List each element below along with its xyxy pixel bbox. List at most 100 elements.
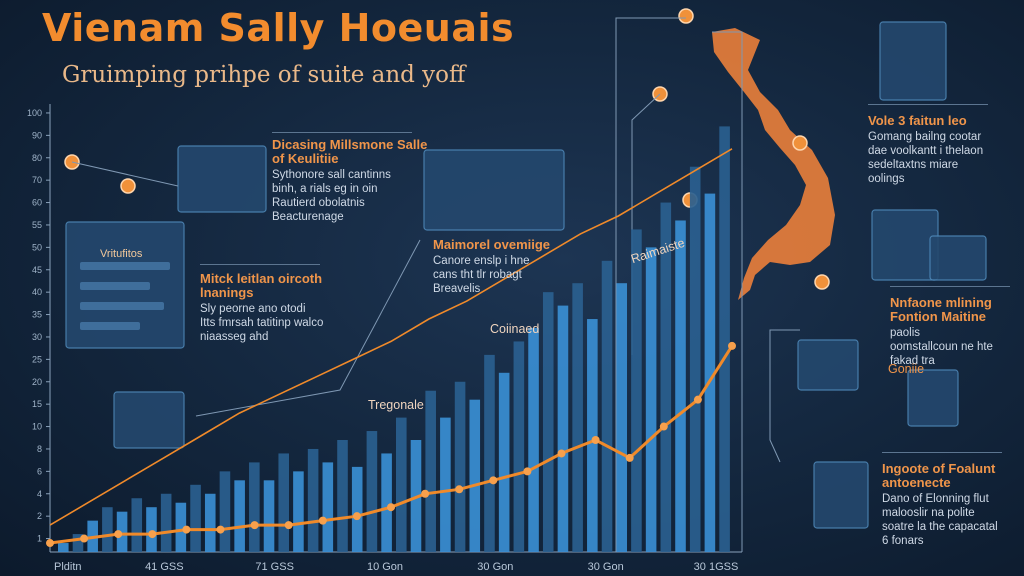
bar <box>131 498 143 552</box>
text-block-c-line: Sly peorne ano otodi <box>200 303 306 315</box>
text-block-d-line: dae voolkantt i thelaon <box>868 145 984 157</box>
text-block-d-line: Gomang bailng cootar <box>868 131 982 143</box>
text-block-b-line: Canore enslp i hne <box>433 255 530 267</box>
x-tick-label: 71 GSS <box>255 561 294 573</box>
text-block-f-heading: Ingoote of Foalunt antoenecte <box>882 461 996 490</box>
x-tick-label: Plditn <box>54 561 82 573</box>
illustration-panel <box>813 461 869 529</box>
y-tick-label: 100 <box>27 108 42 118</box>
bar <box>307 448 319 552</box>
x-tick-label: 30 1GSS <box>694 561 739 573</box>
y-tick-label: 10 <box>32 422 42 432</box>
x-tick-label: 10 Gon <box>367 561 403 573</box>
text-block-e: Nnfaone mlining Fontion Maitine paolis o… <box>890 296 1015 368</box>
y-tick-label: 80 <box>32 153 42 163</box>
connector-line <box>71 161 179 187</box>
text-block-f-line: malooslir na polite <box>882 507 975 519</box>
main-line-point <box>284 521 293 530</box>
text-block-a-heading: Dicasing Millsmone Salle of Keulitiie <box>272 137 428 166</box>
bar <box>234 480 245 552</box>
y-tick-label: 15 <box>32 399 42 409</box>
y-tick-label: 4 <box>37 489 42 499</box>
panel-label: Vritufitos <box>100 248 143 260</box>
bar <box>116 511 128 552</box>
text-block-c-line: Itts fmrsah tatitinp walco <box>200 317 324 329</box>
bar <box>175 502 187 552</box>
y-tick-label: 55 <box>32 220 42 230</box>
bar <box>704 193 716 552</box>
text-block-c-heading: Mitck leitlan oircoth lnanings <box>200 271 323 300</box>
illustration-panel <box>423 149 565 231</box>
main-line-point <box>421 489 430 498</box>
text-block-f: Ingoote of Foalunt antoenecte Dano of El… <box>882 462 1016 548</box>
panel-row <box>80 262 170 270</box>
text-block-a-line: Rautierd obolatnis <box>272 197 365 209</box>
text-block-a: Dicasing Millsmone Salle of Keulitiie Sy… <box>272 138 442 224</box>
bar <box>557 305 569 552</box>
main-line-point <box>216 525 225 534</box>
bar <box>440 417 451 552</box>
text-block-a-line: Sythonore sall cantinns <box>272 169 391 181</box>
text-block-b-line: cans tht tlr robagt <box>433 269 522 281</box>
main-line-point <box>659 422 668 431</box>
y-tick-label: 30 <box>32 332 42 342</box>
text-block-b: Maimorel ovemiige Canore enslp i hne can… <box>433 238 583 296</box>
bar <box>587 319 598 552</box>
y-tick-label: 6 <box>37 466 42 476</box>
y-tick-label: 2 <box>37 511 42 521</box>
main-line-point <box>523 467 532 476</box>
connector-line <box>712 31 743 552</box>
text-block-f-line: Dano of Elonning flut <box>882 493 989 505</box>
x-tick-label: 41 GSS <box>145 561 184 573</box>
main-line-point <box>625 453 634 462</box>
bar <box>454 381 466 552</box>
y-tick-label: 8 <box>37 444 42 454</box>
text-block-d-line: oolings <box>868 173 905 185</box>
text-block-b-line: Breavelis <box>433 283 481 295</box>
divider <box>868 104 988 105</box>
main-line-point <box>693 395 702 404</box>
node-marker <box>120 178 136 194</box>
illustration-panel <box>797 339 859 391</box>
vietnam-map <box>712 28 835 300</box>
main-line-point <box>182 525 191 534</box>
y-tick-label: 70 <box>32 175 42 185</box>
bar <box>631 229 642 552</box>
bar <box>396 417 407 552</box>
panel-row <box>80 322 140 330</box>
connector-line <box>195 239 421 417</box>
x-axis: Plditn 41 GSS 71 GSS 10 Gon 30 Gon 30 Gon 30 1… <box>54 561 738 573</box>
main-line-point <box>148 530 157 539</box>
panel-row <box>80 282 150 290</box>
bars-layer <box>58 126 730 553</box>
bar <box>689 166 701 552</box>
y-tick-label: 50 <box>32 242 42 252</box>
chart-title: Vienam Sally Hoeuais <box>42 6 515 50</box>
bar <box>498 372 510 552</box>
text-block-a-line: Beacturenage <box>272 211 344 223</box>
main-line-point <box>80 534 89 543</box>
main-line-point <box>352 512 361 521</box>
bar <box>351 466 363 552</box>
text-block-e-line: fakad tra <box>890 355 935 367</box>
bar <box>160 493 172 552</box>
bar <box>616 283 628 552</box>
text-block-e-line: oomstallcoun ne hte <box>890 341 993 353</box>
illustration-panel <box>113 391 185 449</box>
bar <box>572 283 583 552</box>
trend-line <box>49 148 733 526</box>
connector-line <box>615 17 686 552</box>
main-line-point <box>728 341 736 350</box>
bar <box>249 462 260 552</box>
illustration-panel <box>929 235 987 281</box>
bar <box>263 480 275 552</box>
y-tick-label: 90 <box>32 130 42 140</box>
divider <box>882 452 1002 453</box>
bar <box>542 292 554 552</box>
bar <box>293 471 304 552</box>
bar <box>102 507 113 552</box>
illustration-panel <box>879 21 947 101</box>
bar <box>146 507 157 552</box>
bar <box>513 341 525 552</box>
